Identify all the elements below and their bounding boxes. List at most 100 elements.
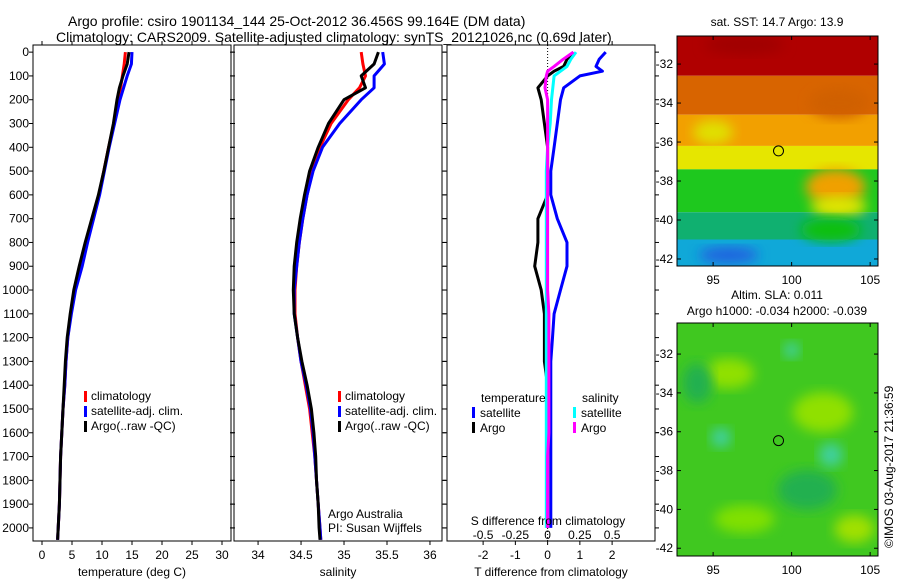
legend-swatch bbox=[84, 406, 87, 417]
legend-swatch bbox=[338, 391, 341, 402]
y-tick-label: 2000 bbox=[2, 521, 29, 535]
legend-label: climatology bbox=[345, 389, 405, 403]
sla-patch bbox=[818, 443, 843, 468]
map-image bbox=[677, 323, 878, 556]
x-tick-label: 0 bbox=[544, 548, 551, 562]
series-line-t-satellite bbox=[549, 51, 607, 528]
y-tick-label: 1900 bbox=[2, 497, 29, 511]
y-tick-label: 1200 bbox=[2, 331, 29, 345]
x2-tick-label: -0.5 bbox=[473, 528, 494, 542]
y-tick-label: 900 bbox=[9, 259, 29, 273]
x-tick-label: 30 bbox=[215, 548, 229, 562]
y-tick-label: 300 bbox=[9, 117, 29, 131]
y-tick-label: 1500 bbox=[2, 402, 29, 416]
x2-tick-label: 0.25 bbox=[568, 528, 592, 542]
x-tick-label: 100 bbox=[782, 273, 802, 287]
sst-map-title: sat. SST: 14.7 Argo: 13.9 bbox=[711, 15, 844, 29]
plot-frame bbox=[32, 44, 232, 542]
legend-label: satellite-adj. clim. bbox=[345, 404, 437, 418]
map-image bbox=[677, 36, 878, 266]
legend-label: climatology bbox=[91, 389, 151, 403]
legend-label: Argo bbox=[581, 421, 607, 435]
y-tick-label: 1100 bbox=[3, 307, 29, 321]
sla-patch bbox=[714, 505, 775, 534]
sst-patch bbox=[693, 120, 734, 145]
plot-frame bbox=[446, 44, 656, 542]
argo-location-marker bbox=[773, 145, 785, 157]
series-line-satellite-adj-clim- bbox=[56, 52, 134, 540]
x-tick-label: 25 bbox=[185, 548, 199, 562]
x-tick-label: 35.5 bbox=[375, 548, 399, 562]
series-line-s-argo bbox=[543, 50, 575, 528]
legend-swatch bbox=[84, 421, 87, 432]
legend-swatch bbox=[573, 422, 576, 433]
legend-label: satellite bbox=[581, 406, 622, 420]
y-tick-label: -34 bbox=[656, 386, 674, 400]
legend-title-salinity: salinity bbox=[582, 391, 619, 405]
profile-panel-2: 34 34.5 35 35.5 36 salinity climatologysatelli… bbox=[230, 41, 446, 579]
y-tick-label: -42 bbox=[656, 541, 674, 555]
sla-patch bbox=[703, 358, 754, 389]
x-tick-label: 10 bbox=[95, 548, 109, 562]
x-axis-label: salinity bbox=[320, 565, 357, 579]
legend-swatch bbox=[472, 407, 475, 418]
sla-patch bbox=[710, 427, 731, 448]
y-tick-label: 1000 bbox=[2, 283, 29, 297]
y-tick-label: 0 bbox=[22, 45, 29, 59]
y-tick-label: 1400 bbox=[2, 378, 29, 392]
sst-patch bbox=[800, 217, 861, 242]
y-tick-label: -38 bbox=[656, 464, 674, 478]
plot-frame bbox=[233, 44, 443, 542]
legend-swatch bbox=[84, 391, 87, 402]
x-tick-label: 5 bbox=[69, 548, 76, 562]
series-line-argo-raw-qc- bbox=[56, 51, 131, 540]
sla-patch bbox=[777, 469, 838, 510]
legend-swatch bbox=[338, 421, 341, 432]
y-tick-label: -32 bbox=[656, 57, 674, 71]
x-axis-label: T difference from climatology bbox=[474, 565, 628, 579]
y-tick-label: 1800 bbox=[2, 473, 29, 487]
series-line-satellite-adj-clim- bbox=[292, 51, 386, 540]
profile-panel-3: -2 -1 0 1 2 T difference from climatology temp… bbox=[443, 41, 659, 579]
series-line-t-argo bbox=[533, 51, 575, 528]
y-tick-label: 500 bbox=[9, 164, 29, 178]
copyright-label: ©IMOS 03-Aug-2017 21:36:59 bbox=[882, 385, 896, 548]
y-tick-label: 1600 bbox=[2, 426, 29, 440]
x-axis-label: temperature (deg C) bbox=[78, 565, 186, 579]
x-tick-label: 2 bbox=[609, 548, 616, 562]
y-tick-label: 800 bbox=[9, 235, 29, 249]
figure-title-line2: Climatology: CARS2009. Satellite-adjuste… bbox=[56, 29, 612, 45]
y-tick-label: 200 bbox=[9, 93, 29, 107]
legend-label: Argo(..raw -QC) bbox=[91, 419, 176, 433]
x2-tick-label: -0.25 bbox=[502, 528, 530, 542]
x-tick-label: 100 bbox=[782, 563, 802, 577]
sst-map: 95 100 105 -32 -34 -36 -38 -40 -42 sat. SST: 14.7… bbox=[656, 15, 881, 287]
x-tick-label: 15 bbox=[125, 548, 139, 562]
y-tick-label: 600 bbox=[9, 188, 29, 202]
argo-location-marker bbox=[773, 435, 785, 447]
x-tick-label: -1 bbox=[510, 548, 521, 562]
legend-title-temperature: temperature bbox=[481, 391, 546, 405]
legend-label: satellite-adj. clim. bbox=[91, 404, 183, 418]
y-tick-label: -42 bbox=[656, 252, 674, 266]
x-tick-label: 1 bbox=[577, 548, 584, 562]
legend-label: satellite bbox=[480, 406, 521, 420]
legend-label: Argo(..raw -QC) bbox=[345, 419, 430, 433]
sla-map-title: Altim. SLA: 0.011 bbox=[731, 288, 823, 302]
legend-swatch bbox=[573, 407, 576, 418]
x-tick-label: 36 bbox=[423, 548, 437, 562]
legend-swatch bbox=[338, 406, 341, 417]
x-tick-label: 34 bbox=[251, 548, 265, 562]
sst-patch bbox=[810, 196, 867, 217]
y-tick-label: -40 bbox=[656, 213, 674, 227]
y-tick-label: 700 bbox=[9, 212, 29, 226]
y-tick-label: -40 bbox=[656, 502, 674, 516]
y-tick-label: 100 bbox=[9, 69, 29, 83]
profile-panel-1: 0 5 10 15 20 25 30 temperature (deg C) 0 100 200 30… bbox=[2, 41, 235, 579]
y-tick-label: -38 bbox=[656, 174, 674, 188]
x-tick-label: 105 bbox=[860, 563, 880, 577]
y-tick-label: -36 bbox=[656, 425, 674, 439]
annotation-line: PI: Susan Wijffels bbox=[328, 521, 422, 535]
